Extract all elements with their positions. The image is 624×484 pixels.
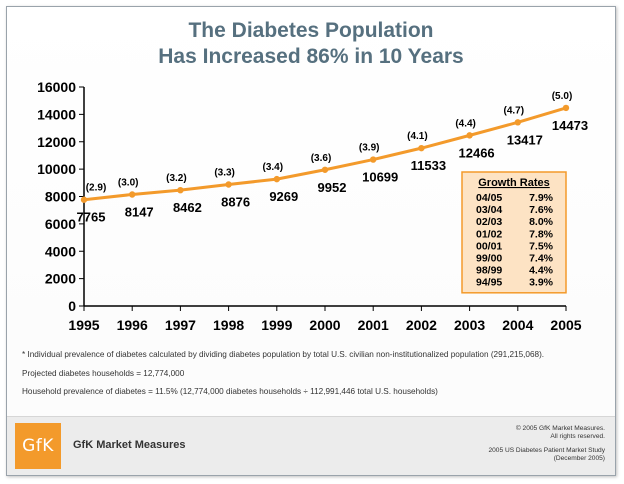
data-point	[177, 186, 184, 194]
x-tick-label: 1998	[213, 317, 244, 333]
study-line: 2005 US Diabetes Patient Market Study	[488, 447, 605, 454]
prevalence-label: (4.4)	[455, 118, 476, 129]
value-label: 13417	[507, 132, 543, 147]
x-tick-label: 1996	[117, 317, 148, 333]
value-label: 9952	[318, 180, 347, 195]
diabetes-population-line-chart: 0 2000 4000 6000 8000 10000 12000 14000 16000 199…	[37, 79, 588, 333]
y-tick-label: 14000	[37, 106, 76, 122]
data-point	[321, 166, 329, 173]
growth-rate: 4.4%	[529, 265, 554, 277]
growth-rate: 8.0%	[529, 216, 554, 228]
x-tick-label: 1997	[165, 317, 196, 333]
growth-period: 94/95	[476, 277, 502, 289]
growth-rate: 7.6%	[529, 204, 554, 216]
growth-period: 00/01	[476, 240, 502, 252]
growth-rates-table	[461, 171, 567, 294]
prevalence-label: (5.0)	[552, 91, 573, 102]
data-point	[562, 104, 570, 112]
y-tick-label: 6000	[45, 216, 76, 232]
x-tick-label: 2005	[550, 317, 581, 333]
value-label: 10699	[362, 170, 398, 185]
growth-rate: 3.9%	[529, 277, 554, 289]
x-tick-label: 2003	[454, 317, 485, 333]
value-label: 14473	[552, 118, 588, 133]
copyright-line: © 2005 GfK Market Measures.	[515, 425, 605, 432]
prevalence-label: (4.7)	[504, 105, 525, 116]
x-tick-label: 2001	[358, 317, 389, 333]
growth-rate: 7.9%	[529, 192, 554, 204]
y-tick-label: 10000	[37, 161, 76, 177]
footnote-star: *	[22, 350, 26, 359]
growth-rate: 7.8%	[529, 228, 554, 240]
y-tick-label: 0	[68, 298, 76, 314]
gfk-logo: GfK	[15, 423, 61, 469]
growth-period: 99/00	[476, 253, 502, 265]
copyright-block: © 2005 GfK Market Measures. All rights r…	[345, 425, 605, 463]
value-label: 12466	[459, 145, 495, 160]
data-point	[80, 196, 88, 203]
prevalence-label: (4.1)	[407, 131, 428, 142]
footnote-text: Individual prevalence of diabetes calcul…	[27, 350, 545, 359]
data-point	[225, 181, 232, 188]
chart-title-line1: The Diabetes Population	[188, 19, 434, 42]
value-label: 7765	[77, 210, 106, 225]
x-tick-label: 2000	[309, 317, 340, 333]
growth-period: 98/99	[476, 265, 502, 277]
y-tick-label: 4000	[45, 243, 76, 259]
footnote: * Individual prevalence of diabetes calc…	[22, 350, 602, 361]
y-tick-label: 8000	[45, 189, 76, 205]
y-tick-label: 12000	[37, 134, 76, 150]
data-point	[514, 119, 521, 126]
data-point	[273, 175, 280, 183]
company-name: GfK Market Measures	[73, 439, 186, 451]
data-point	[370, 156, 377, 163]
value-label: 8462	[173, 200, 202, 215]
prevalence-label: (3.3)	[214, 168, 235, 179]
households-note: Projected diabetes households = 12,774,0…	[22, 368, 185, 378]
notes-section: * Individual prevalence of diabetes calc…	[22, 350, 602, 406]
value-label: 8147	[125, 204, 154, 219]
prevalence-label: (3.6)	[311, 153, 332, 164]
growth-period: 03/04	[476, 204, 502, 216]
footer-bar: GfK GfK Market Measures © 2005 GfK Marke…	[7, 416, 615, 475]
y-tick-label: 16000	[37, 79, 76, 95]
data-point	[418, 144, 425, 152]
household-prevalence-note: Household prevalence of diabetes = 11.5%…	[22, 387, 438, 396]
prevalence-label: (3.9)	[359, 143, 380, 154]
y-tick-label: 2000	[45, 271, 76, 287]
growth-period: 01/02	[476, 228, 502, 240]
prevalence-label: (3.0)	[118, 177, 139, 188]
growth-rate: 7.5%	[529, 240, 554, 252]
growth-period: 04/05	[476, 192, 502, 204]
rights-line: All rights reserved.	[550, 433, 605, 440]
x-tick-label: 2004	[502, 317, 533, 333]
data-point	[466, 132, 473, 139]
x-tick-label: 2002	[406, 317, 437, 333]
prevalence-label: (3.4)	[263, 162, 284, 173]
value-label: 11533	[411, 158, 446, 173]
chart-title-line2: Has Increased 86% in 10 Years	[158, 45, 464, 68]
prevalence-label: (2.9)	[86, 183, 107, 194]
value-label: 9269	[269, 189, 298, 204]
x-tick-label: 1999	[261, 317, 292, 333]
prevalence-label: (3.2)	[166, 173, 187, 184]
x-tick-label: 1995	[68, 317, 99, 333]
growth-period: 02/03	[476, 216, 502, 228]
data-point	[129, 191, 136, 198]
growth-rates-header: Growth Rates	[478, 177, 550, 189]
value-label: 8876	[221, 195, 250, 210]
growth-rate: 7.4%	[529, 253, 554, 265]
study-date-line: (December 2005)	[553, 455, 605, 462]
